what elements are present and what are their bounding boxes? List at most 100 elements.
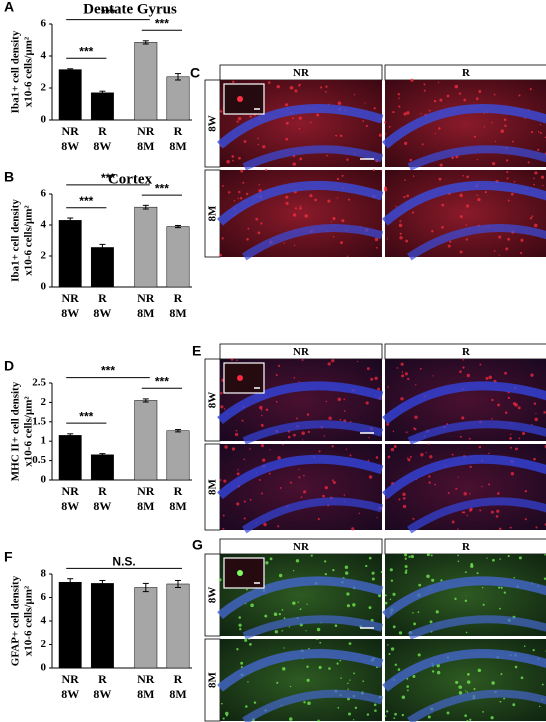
- row-label: 8W: [207, 115, 219, 132]
- granule-layer: [242, 497, 384, 534]
- y-axis-label: GFAP+ cell density: [10, 575, 22, 666]
- cell: [376, 516, 378, 519]
- cell: [261, 492, 264, 495]
- cell: [324, 573, 327, 576]
- cell: [458, 685, 463, 689]
- cell: [403, 141, 408, 145]
- cell: [476, 572, 479, 575]
- row-label: 8M: [207, 205, 219, 222]
- cell: [407, 458, 411, 462]
- cell: [236, 502, 240, 506]
- granule-layer: [382, 381, 546, 424]
- cell: [430, 554, 433, 557]
- cell: [374, 237, 379, 242]
- cell: [285, 103, 289, 107]
- x-tick-label: R 8W: [93, 672, 111, 701]
- granule-layer: [217, 103, 384, 149]
- cell: [412, 675, 416, 678]
- column-header: R: [462, 67, 471, 79]
- cell: [243, 517, 246, 520]
- cell: [296, 417, 298, 420]
- cell: [392, 592, 396, 596]
- cell: [469, 465, 472, 469]
- panel-letter: C: [190, 65, 200, 81]
- x-tick-label: R 8W: [93, 124, 111, 153]
- micrograph: [382, 78, 546, 171]
- granule-layer: [242, 689, 384, 722]
- cell: [529, 88, 532, 91]
- granule-layer: [217, 180, 384, 226]
- cell: [323, 560, 327, 563]
- x-tick-label: R 8M: [169, 291, 186, 320]
- cell: [384, 594, 387, 597]
- cell: [317, 517, 320, 521]
- cell: [257, 137, 259, 140]
- cell: [485, 376, 489, 380]
- cell: [459, 370, 462, 374]
- panel-letter: D: [4, 358, 14, 374]
- cell: [510, 446, 512, 449]
- cell: [451, 520, 455, 524]
- cell: [505, 247, 509, 251]
- cell: [303, 474, 305, 477]
- cell: [243, 500, 246, 503]
- cell: [348, 198, 351, 201]
- cell: [396, 367, 399, 369]
- cell: [478, 445, 482, 449]
- cell: [349, 454, 352, 457]
- cell: [386, 238, 389, 240]
- micrograph: [217, 168, 384, 261]
- cell: [468, 437, 471, 440]
- row-label: 8M: [207, 671, 219, 688]
- cell: [325, 85, 328, 88]
- cell: [403, 195, 406, 199]
- cell: [323, 435, 325, 437]
- y-tick-label: 4: [41, 615, 47, 627]
- cell: [368, 475, 373, 479]
- cell: [484, 191, 487, 194]
- cell: [486, 557, 488, 559]
- cell: [289, 481, 293, 484]
- cell: [395, 205, 397, 208]
- cell: [518, 437, 521, 440]
- significance-label: ***: [79, 409, 93, 423]
- cell: [464, 714, 467, 718]
- cell: [454, 84, 459, 89]
- cell: [469, 718, 472, 721]
- cell: [482, 711, 484, 713]
- cell: [222, 514, 225, 517]
- cell: [328, 416, 332, 420]
- x-tick-label: R 8W: [93, 291, 111, 320]
- cell: [497, 403, 501, 407]
- cell: [242, 181, 245, 184]
- cell: [269, 557, 273, 561]
- cell: [390, 647, 395, 651]
- x-tick-label: R 8M: [169, 124, 186, 153]
- cell: [418, 583, 422, 587]
- cell: [530, 373, 534, 377]
- cell: [310, 554, 313, 557]
- cell: [413, 622, 417, 626]
- cell: [438, 177, 442, 181]
- cell: [249, 643, 252, 646]
- cell: [253, 701, 257, 704]
- cell: [367, 459, 370, 462]
- cell: [292, 601, 296, 605]
- y-tick-label: 0: [41, 114, 47, 126]
- y-axis-label: Iba1+ cell density: [10, 199, 22, 282]
- cell: [365, 564, 368, 568]
- cell: [466, 204, 470, 208]
- y-axis-label: x10-6 cells/µm²: [23, 36, 35, 107]
- cell: [494, 140, 497, 143]
- cell: [532, 648, 535, 652]
- micrograph: [382, 170, 546, 261]
- cell: [479, 363, 482, 366]
- granule-layer: [407, 145, 546, 171]
- cell: [263, 522, 267, 527]
- cell: [495, 515, 499, 518]
- cell: [515, 447, 518, 451]
- cell: [398, 223, 403, 228]
- bar: [58, 581, 82, 669]
- cell: [240, 169, 244, 173]
- cell: [518, 94, 521, 97]
